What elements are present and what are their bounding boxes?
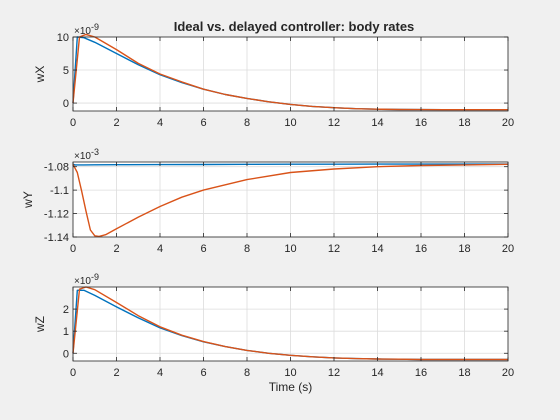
series-line-ideal bbox=[72, 163, 508, 166]
x-tick-label: 8 bbox=[244, 243, 250, 255]
x-tick-label: 0 bbox=[70, 243, 76, 255]
figure-title: Ideal vs. delayed controller: body rates bbox=[174, 19, 415, 34]
x-tick-label: 4 bbox=[157, 367, 163, 379]
y-tick-label: 1 bbox=[63, 326, 69, 338]
y-exponent-power: -9 bbox=[91, 272, 99, 282]
x-tick-label: 12 bbox=[328, 367, 340, 379]
x-tick-label: 8 bbox=[244, 117, 250, 129]
x-tick-label: 20 bbox=[502, 243, 514, 255]
x-tick-label: 10 bbox=[284, 243, 296, 255]
x-tick-label: 16 bbox=[415, 243, 427, 255]
y-tick-label: 0 bbox=[63, 98, 69, 110]
x-tick-label: 2 bbox=[113, 117, 119, 129]
x-tick-label: 10 bbox=[284, 367, 296, 379]
subplot-wx: 0 2 4 6 8 10 12 14 16 18 20 0 5 10 wX ×10-9 bbox=[33, 22, 514, 129]
y-exponent-label: ×10-3 bbox=[74, 147, 99, 162]
x-tick-label: 18 bbox=[458, 117, 470, 129]
x-axis-label: Time (s) bbox=[269, 380, 313, 394]
x-tick-label: 20 bbox=[502, 367, 514, 379]
y-tick-label: -1.08 bbox=[44, 162, 69, 174]
x-tick-label: 18 bbox=[458, 243, 470, 255]
y-tick-label: -1.1 bbox=[50, 185, 69, 197]
x-tick-label: 6 bbox=[200, 243, 206, 255]
y-tick-label: -1.14 bbox=[44, 232, 69, 244]
y-tick-label: 2 bbox=[63, 304, 69, 316]
series-line-delayed bbox=[72, 33, 508, 111]
x-tick-label: 6 bbox=[200, 367, 206, 379]
series-line-delayed bbox=[72, 163, 509, 238]
y-tick-label: 5 bbox=[63, 65, 69, 77]
x-tick-label: 14 bbox=[371, 117, 383, 129]
x-tick-label: 12 bbox=[328, 117, 340, 129]
x-tick-label: 12 bbox=[328, 243, 340, 255]
x-tick-label: 6 bbox=[200, 117, 206, 129]
x-tick-label: 0 bbox=[70, 367, 76, 379]
x-tick-label: 2 bbox=[113, 243, 119, 255]
y-exponent-label: ×10-9 bbox=[74, 22, 99, 37]
x-tick-label: 4 bbox=[157, 243, 163, 255]
y-axis-label: wX bbox=[33, 66, 47, 84]
y-exponent-power: -3 bbox=[91, 147, 99, 157]
y-tick-label: 10 bbox=[57, 32, 69, 44]
x-tick-label: 0 bbox=[70, 117, 76, 129]
x-tick-label: 14 bbox=[371, 243, 383, 255]
x-tick-label: 4 bbox=[157, 117, 163, 129]
y-tick-label: 0 bbox=[63, 348, 69, 360]
x-tick-label: 16 bbox=[415, 367, 427, 379]
x-tick-label: 18 bbox=[458, 367, 470, 379]
y-exponent-label: ×10-9 bbox=[74, 272, 99, 287]
x-tick-label: 14 bbox=[371, 367, 383, 379]
y-exponent-power: -9 bbox=[91, 22, 99, 32]
x-tick-label: 8 bbox=[244, 367, 250, 379]
series-line-delayed bbox=[72, 286, 508, 361]
y-axis-label: wZ bbox=[33, 316, 47, 333]
x-tick-label: 16 bbox=[415, 117, 427, 129]
subplot-wy: 0 2 4 6 8 10 12 14 16 18 20 -1.08 -1.1 -1.12 -1.14 wY ×1… bbox=[21, 147, 514, 255]
y-tick-label: -1.12 bbox=[44, 209, 69, 221]
x-tick-label: 10 bbox=[284, 117, 296, 129]
y-axis-label: wY bbox=[21, 191, 35, 209]
x-tick-label: 2 bbox=[113, 367, 119, 379]
x-tick-label: 20 bbox=[502, 117, 514, 129]
